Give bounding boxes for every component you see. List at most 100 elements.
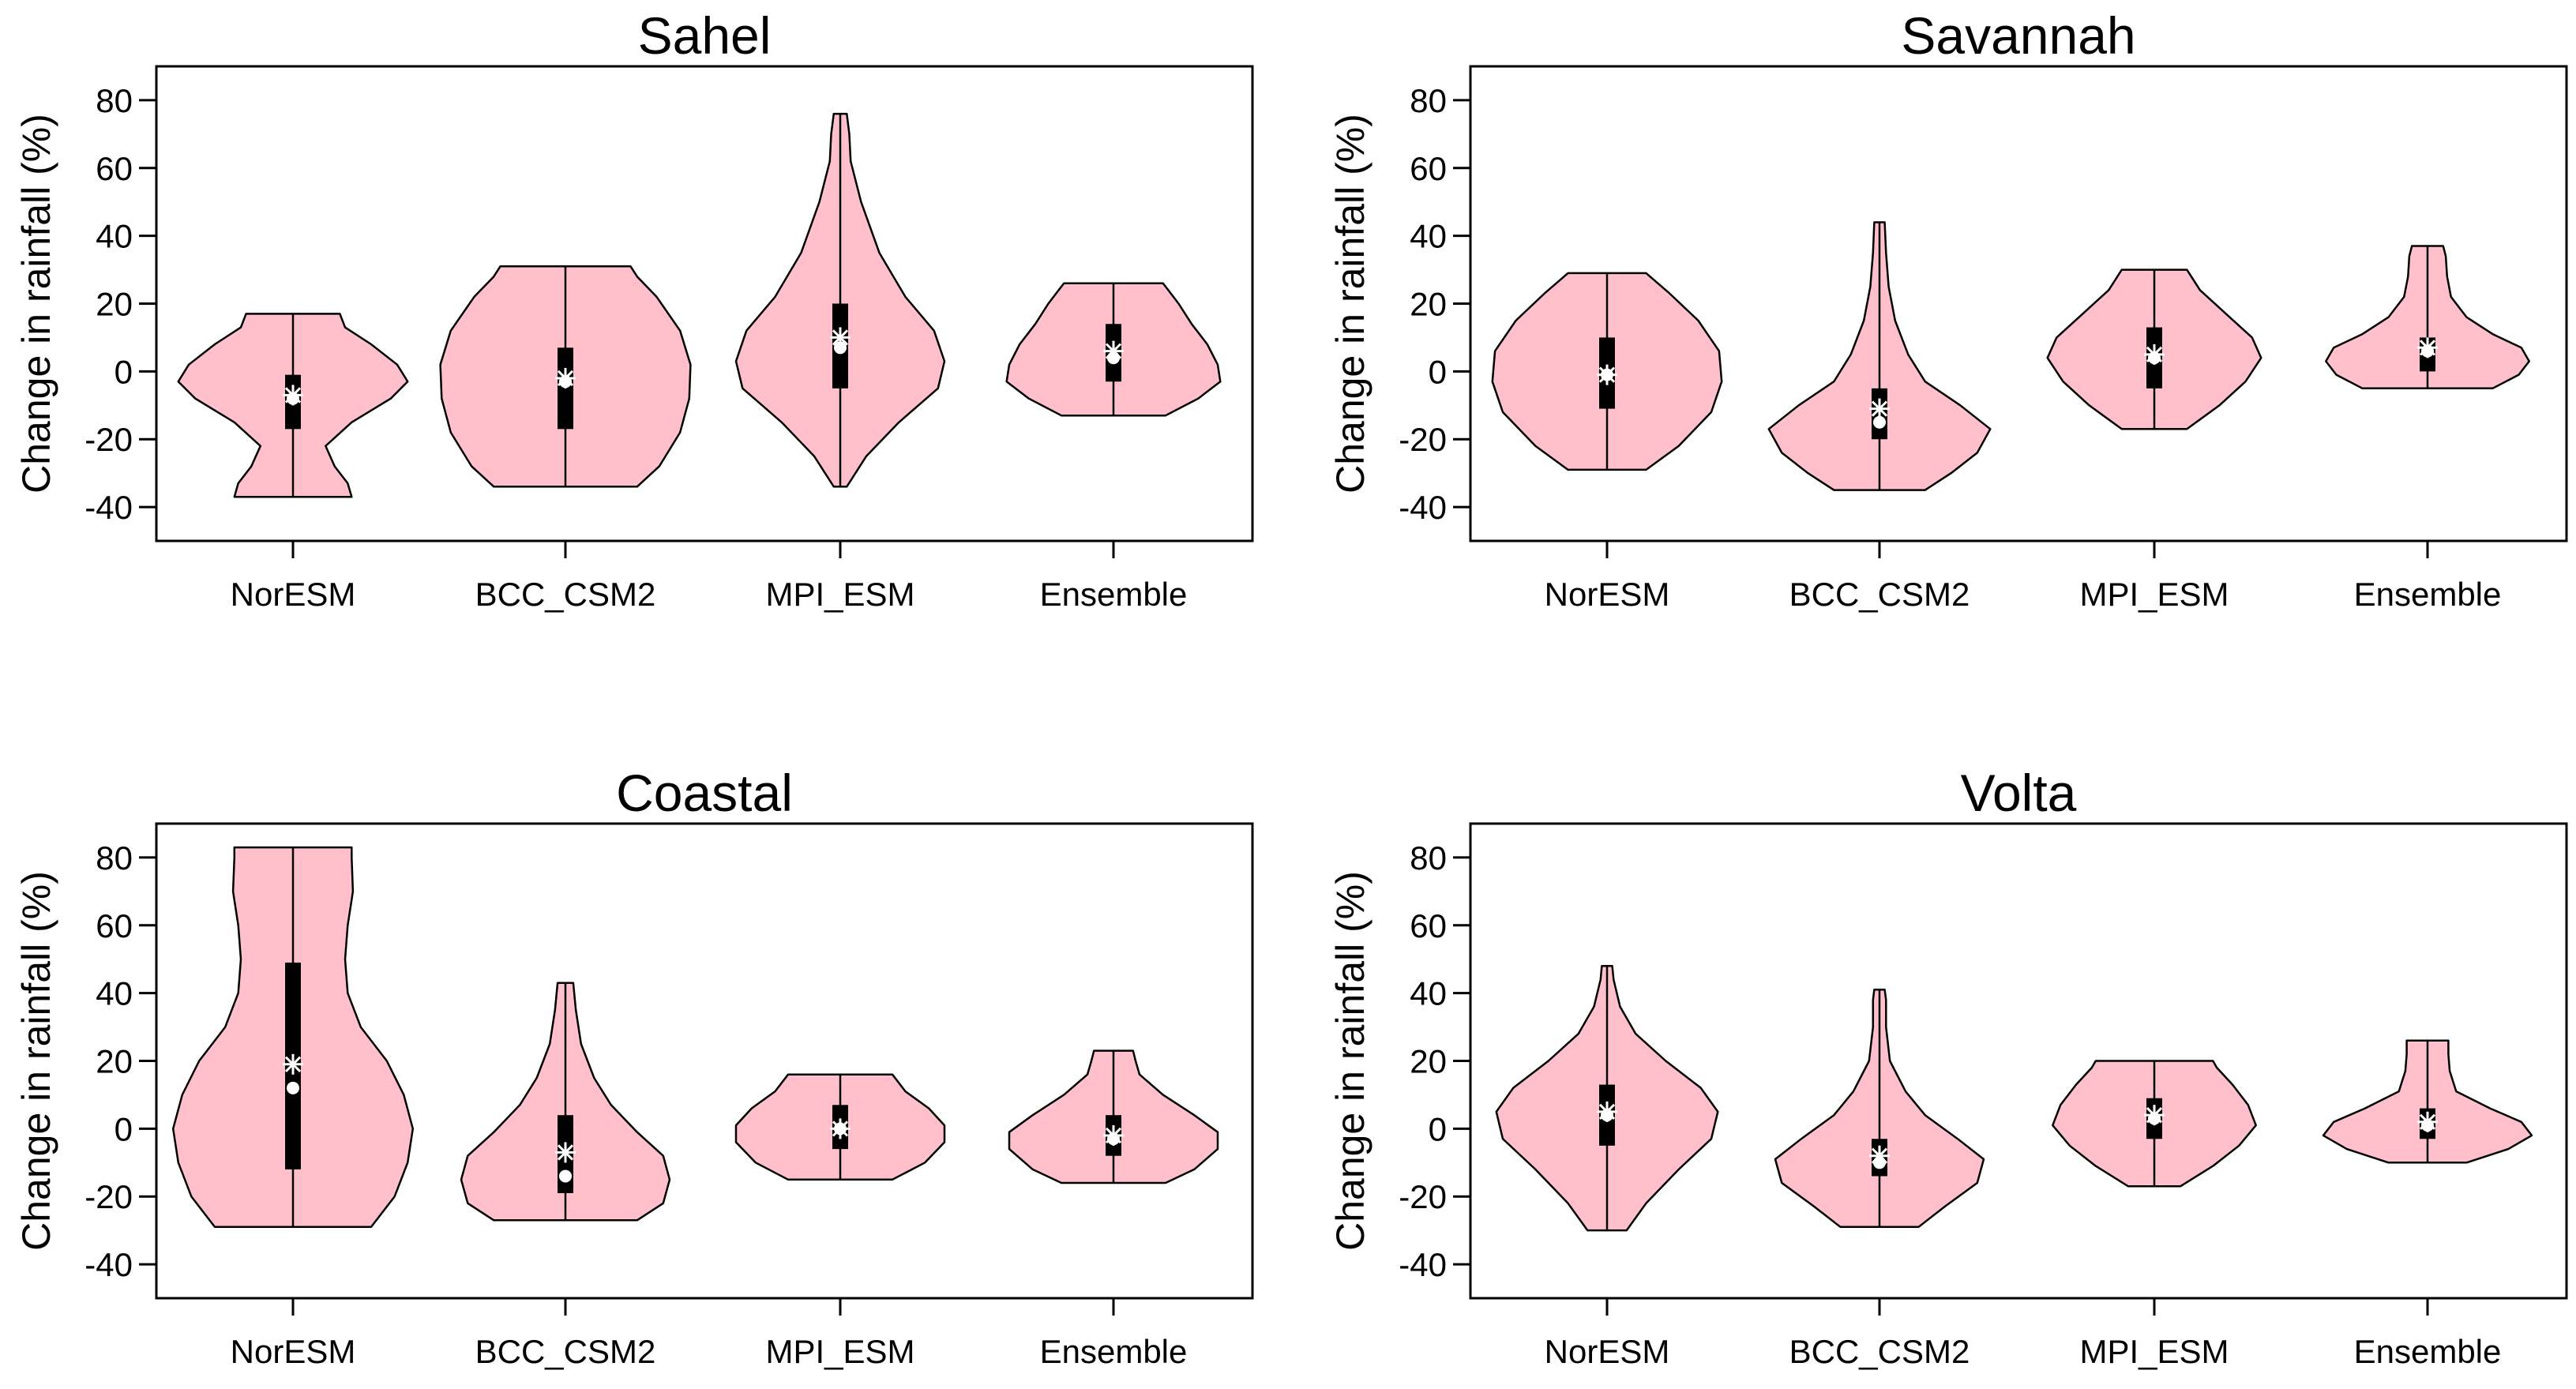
y-tick-label: 20 [1410, 286, 1447, 323]
y-tick-label: 60 [96, 907, 133, 944]
mean-star-stroke [284, 387, 302, 404]
y-tick-label: 0 [115, 1110, 133, 1147]
mean-star-stroke [1598, 366, 1616, 383]
violin-mean-star [1869, 1145, 1890, 1166]
y-tick-label: 40 [1410, 218, 1447, 255]
violin-noresm: NorESM [1495, 965, 1719, 1370]
y-tick-label: 40 [96, 975, 133, 1012]
x-tick-label: MPI_ESM [765, 576, 914, 613]
violin-noresm: NorESM [171, 846, 415, 1370]
plot-frame [155, 822, 1254, 1300]
violin-mean-star [1869, 398, 1890, 419]
mean-star-stroke [2146, 1107, 2163, 1124]
chart-panel-volta: Volta Change in rainfall (%) -40 -20 0 20 40 60… [1328, 764, 2568, 1370]
x-tick-label: MPI_ESM [765, 1333, 914, 1370]
y-tick-label: -40 [1399, 1246, 1447, 1283]
y-tick-label: 20 [96, 1043, 133, 1080]
y-tick-label: 60 [1410, 907, 1447, 944]
y-tick-label: 20 [96, 286, 133, 323]
violin-mpi_esm: MPI_ESM [2052, 1060, 2257, 1370]
y-tick-label: 60 [96, 150, 133, 187]
mean-star-stroke [1105, 343, 1122, 359]
mean-star-stroke [284, 1056, 302, 1072]
mean-star-stroke [832, 1121, 849, 1137]
x-tick-label: Ensemble [1040, 576, 1188, 613]
violin-mean-star [830, 1118, 851, 1139]
violin-mpi_esm: MPI_ESM [2046, 268, 2262, 613]
violin-mean-star [1103, 1124, 1124, 1146]
violin-mean-star [2417, 1111, 2438, 1132]
x-tick-label: Ensemble [2354, 1333, 2502, 1370]
y-tick-label: 40 [96, 218, 133, 255]
mean-star-stroke [1105, 1127, 1122, 1144]
y-tick-label: 80 [1410, 82, 1447, 119]
x-tick-label: MPI_ESM [2079, 1333, 2229, 1370]
x-tick-label: BCC_CSM2 [1789, 1333, 1970, 1370]
violin-mean-star [555, 367, 576, 389]
violin-mean-star [1597, 364, 1617, 385]
violin-mpi_esm: MPI_ESM [734, 112, 946, 613]
x-tick-label: NorESM [231, 1333, 356, 1370]
violin-noresm: NorESM [1491, 272, 1723, 613]
chart-title: Savannah [1901, 6, 2135, 65]
violin-median-dot [1873, 415, 1886, 429]
y-axis-label: Change in rainfall (%) [14, 871, 58, 1251]
y-tick-label: 60 [1410, 150, 1447, 187]
violin-median-dot [559, 1169, 572, 1183]
y-tick-label: 20 [1410, 1043, 1447, 1080]
plot-frame [1469, 65, 2568, 542]
mean-star-stroke [2419, 340, 2436, 356]
chart-panel-coastal: Coastal Change in rainfall (%) -40 -20 0 20 40… [14, 764, 1254, 1370]
mean-star-stroke [557, 370, 574, 387]
y-tick-label: -20 [1399, 1178, 1447, 1215]
violin-mean-star [555, 1142, 576, 1163]
violin-mean-star [283, 385, 303, 406]
violin-mean-star [830, 327, 851, 348]
x-tick-label: Ensemble [1040, 1333, 1188, 1370]
violin-bcc_csm2: BCC_CSM2 [439, 265, 692, 613]
y-axis-label: Change in rainfall (%) [14, 114, 58, 494]
violin-noresm: NorESM [177, 313, 409, 613]
x-tick-label: NorESM [1545, 1333, 1670, 1370]
chart-title: Sahel [638, 6, 772, 65]
y-tick-label: -40 [84, 489, 133, 526]
x-tick-label: MPI_ESM [2079, 576, 2229, 613]
mean-star-stroke [557, 1144, 574, 1161]
mean-star-stroke [1871, 400, 1888, 417]
chart-panel-sahel: Sahel Change in rainfall (%) -40 -20 0 20 40 60… [14, 6, 1254, 613]
violin-bcc_csm2: BCC_CSM2 [1774, 989, 1985, 1370]
violin-median-dot [287, 1081, 299, 1094]
y-tick-label: -20 [1399, 421, 1447, 458]
violin-mean-star [283, 1053, 303, 1075]
y-axis-label: Change in rainfall (%) [1328, 114, 1372, 494]
violin-mean-star [2417, 337, 2438, 359]
x-tick-label: Ensemble [2354, 576, 2502, 613]
violin-bcc_csm2: BCC_CSM2 [1767, 221, 1992, 613]
mean-star-stroke [1598, 1103, 1616, 1121]
x-tick-label: NorESM [231, 576, 356, 613]
violin-ensemble: Ensemble [1008, 1049, 1219, 1370]
violin-mean-star [2144, 343, 2165, 365]
x-tick-label: BCC_CSM2 [475, 1333, 656, 1370]
violin-bcc_csm2: BCC_CSM2 [460, 982, 671, 1370]
y-tick-label: 80 [96, 82, 133, 119]
y-axis-label: Change in rainfall (%) [1328, 871, 1372, 1251]
violin-ensemble: Ensemble [2325, 245, 2530, 613]
y-tick-label: -40 [1399, 489, 1447, 526]
mean-star-stroke [2146, 346, 2163, 363]
y-tick-label: 80 [96, 839, 133, 877]
x-tick-label: BCC_CSM2 [475, 576, 656, 613]
chart-panel-savannah: Savannah Change in rainfall (%) -40 -20 0 20 4… [1328, 6, 2568, 613]
x-tick-label: BCC_CSM2 [1789, 576, 1970, 613]
y-tick-label: 80 [1410, 839, 1447, 877]
mean-star-stroke [832, 329, 849, 346]
y-tick-label: -20 [84, 421, 133, 458]
violin-mpi_esm: MPI_ESM [734, 1073, 946, 1370]
y-tick-label: -40 [84, 1246, 133, 1283]
plot-frame [155, 65, 1254, 542]
y-tick-label: 0 [1429, 1110, 1447, 1147]
y-tick-label: -20 [84, 1178, 133, 1215]
mean-star-stroke [1871, 1147, 1888, 1164]
chart-title: Volta [1961, 764, 2077, 822]
